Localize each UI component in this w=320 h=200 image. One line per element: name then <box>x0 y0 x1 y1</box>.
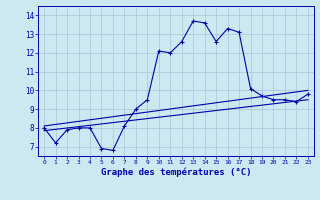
X-axis label: Graphe des températures (°C): Graphe des températures (°C) <box>101 168 251 177</box>
